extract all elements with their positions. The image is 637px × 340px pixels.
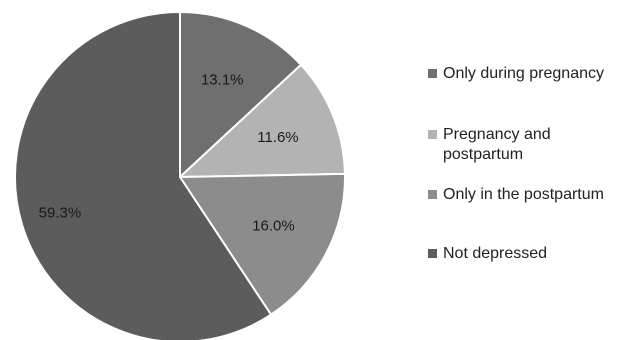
pie-slice-4 [14,10,273,340]
slice-label-4: 59.3% [39,205,82,222]
legend-label-1: Only during pregnancy [443,65,604,82]
legend-item-1: Only during pregnancy [428,64,633,84]
pie-slice-3 [178,172,346,317]
legend-swatch-1 [428,69,437,78]
slice-label-3: 16.0% [252,218,295,235]
legend-item-3: Only in the postpartum [428,185,633,205]
pie-slice-1 [179,10,303,180]
slice-label-1: 13.1% [201,72,244,89]
legend-label-2: Pregnancy and postpartum [443,126,551,163]
slice-label-2: 11.6% [257,129,298,146]
legend-label-3: Only in the postpartum [443,186,604,203]
legend-swatch-3 [428,190,437,199]
pie-slice-2 [177,63,346,179]
legend-item-4: Not depressed [428,244,633,264]
legend-swatch-4 [428,249,437,258]
legend-label-4: Not depressed [443,245,548,262]
legend-item-2: Pregnancy and postpartum [428,125,633,165]
legend-swatch-2 [428,130,437,139]
